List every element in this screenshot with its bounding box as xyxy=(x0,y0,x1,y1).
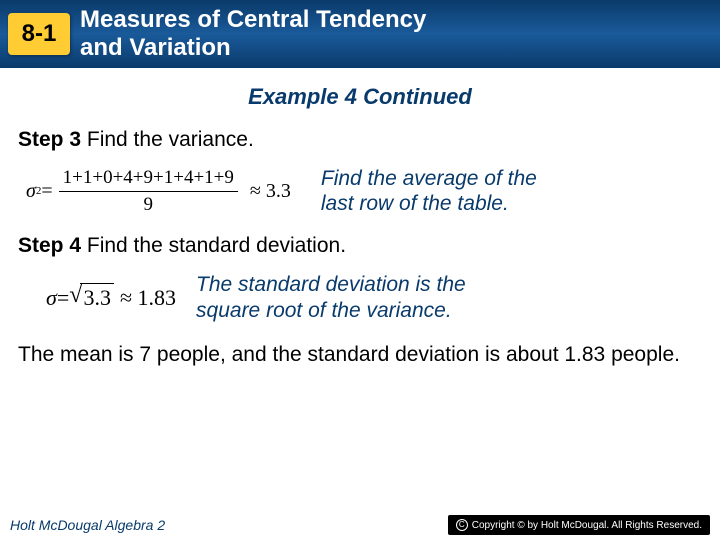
lesson-number-badge: 8-1 xyxy=(8,13,70,55)
footer-copyright: C Copyright © by Holt McDougal. All Righ… xyxy=(448,515,710,535)
variance-denominator: 9 xyxy=(144,192,154,216)
step-3-text: Find the variance. xyxy=(87,128,254,151)
sqrt-symbol: √ 3.3 xyxy=(69,283,114,311)
variance-hint-line1: Find the average of the xyxy=(321,167,537,190)
step-4-line: Step 4 Find the standard deviation. xyxy=(18,234,702,258)
variance-approx: ≈ 3.3 xyxy=(250,180,291,203)
conclusion-text: The mean is 7 people, and the standard d… xyxy=(18,341,702,368)
equals-sign: = xyxy=(41,180,52,203)
example-title: Example 4 Continued xyxy=(18,84,702,110)
copyright-text: Copyright © by Holt McDougal. All Rights… xyxy=(472,520,702,531)
lesson-title: Measures of Central Tendency and Variati… xyxy=(80,6,426,61)
variance-fraction: 1+1+0+4+9+1+4+1+9 9 xyxy=(59,167,238,216)
title-line-2: and Variation xyxy=(80,34,231,61)
slide-header: 8-1 Measures of Central Tendency and Var… xyxy=(0,0,720,68)
stddev-formula: σ = √ 3.3 ≈ 1.83 xyxy=(46,283,182,311)
footer-publisher: Holt McDougal Algebra 2 xyxy=(10,517,165,533)
stddev-approx: ≈ 1.83 xyxy=(120,285,176,311)
variance-hint-line2: last row of the table. xyxy=(321,192,509,215)
sigma-symbol: σ xyxy=(26,180,36,203)
lesson-number: 8-1 xyxy=(22,20,57,48)
slide-content: Example 4 Continued Step 3 Find the vari… xyxy=(0,68,720,368)
variance-formula: σ2 = 1+1+0+4+9+1+4+1+9 9 ≈ 3.3 xyxy=(26,167,297,216)
variance-row: σ2 = 1+1+0+4+9+1+4+1+9 9 ≈ 3.3 Find the … xyxy=(26,166,702,216)
variance-numerator: 1+1+0+4+9+1+4+1+9 xyxy=(59,167,238,192)
step-4-text: Find the standard deviation. xyxy=(87,234,346,257)
stddev-hint-line1: The standard deviation is the xyxy=(196,273,466,296)
equals-sign-2: = xyxy=(57,285,69,311)
radicand: 3.3 xyxy=(80,283,114,311)
copyright-icon: C xyxy=(456,519,468,531)
slide-footer: Holt McDougal Algebra 2 C Copyright © by… xyxy=(0,510,720,540)
stddev-row: σ = √ 3.3 ≈ 1.83 The standard deviation … xyxy=(46,272,702,322)
title-line-1: Measures of Central Tendency xyxy=(80,6,426,33)
variance-hint: Find the average of the last row of the … xyxy=(321,166,537,216)
stddev-hint: The standard deviation is the square roo… xyxy=(196,272,466,322)
stddev-hint-line2: square root of the variance. xyxy=(196,299,452,322)
step-3-label: Step 3 xyxy=(18,128,81,151)
step-4-label: Step 4 xyxy=(18,234,81,257)
sigma-symbol-2: σ xyxy=(46,285,57,311)
step-3-line: Step 3 Find the variance. xyxy=(18,128,702,152)
